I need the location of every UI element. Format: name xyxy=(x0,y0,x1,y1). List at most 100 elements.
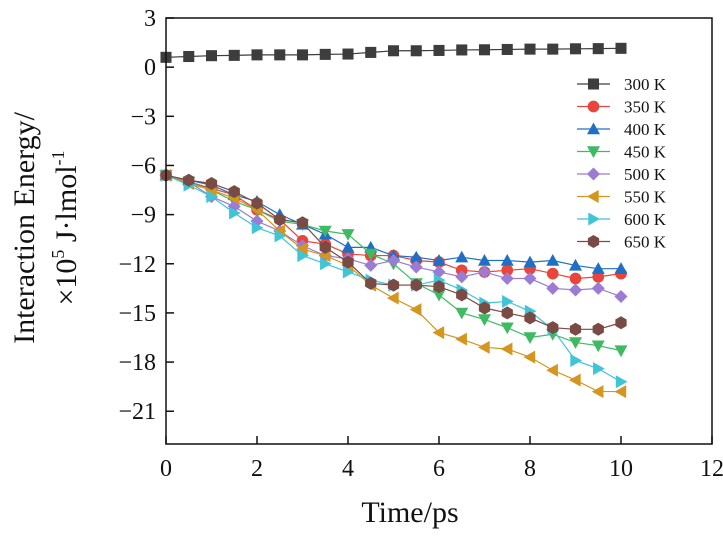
data-point xyxy=(569,337,582,349)
data-point xyxy=(569,283,582,297)
data-point xyxy=(251,221,264,235)
data-point xyxy=(615,42,627,54)
data-point xyxy=(456,288,468,302)
x-tick-label: 8 xyxy=(524,456,536,482)
data-point xyxy=(410,278,422,292)
data-point xyxy=(455,250,469,263)
data-point xyxy=(409,260,423,274)
data-point xyxy=(183,50,195,63)
series-300k xyxy=(160,42,627,63)
data-point xyxy=(296,216,309,230)
data-point xyxy=(365,276,377,290)
data-point xyxy=(364,248,378,261)
data-point xyxy=(547,43,559,55)
data-point xyxy=(500,342,513,356)
data-point xyxy=(433,280,445,294)
data-point xyxy=(455,332,467,346)
legend-label: 350 K xyxy=(624,98,667,117)
data-point xyxy=(410,45,422,57)
y-axis-label: Interaction Energy/ ×105 J·lmol-1 xyxy=(8,111,83,344)
data-point xyxy=(546,253,560,266)
ticks-layer: 0 2 4 6 8 10 12 3 0 −3 −6 −9 −12 −15 −18 −21 xyxy=(118,6,723,482)
x-tick-label: 6 xyxy=(433,456,445,482)
legend-marker xyxy=(587,235,600,248)
legend-entry: 550 K xyxy=(577,188,667,207)
data-point xyxy=(546,281,560,295)
data-point xyxy=(523,332,537,344)
legend-entry: 300 K xyxy=(577,75,667,94)
x-tick-label: 10 xyxy=(609,456,633,482)
y-tick-label: −6 xyxy=(130,153,156,179)
data-point xyxy=(615,375,628,389)
data-point xyxy=(502,294,514,308)
legend: 300 K 350 K 400 K 450 K 500 K 550 K 600 K 650 K xyxy=(577,75,667,252)
data-point xyxy=(614,345,628,358)
data-point xyxy=(478,265,491,279)
data-point xyxy=(342,48,354,60)
y-axis-label-unit: J·lmol xyxy=(50,165,83,249)
data-point xyxy=(251,49,263,61)
data-point xyxy=(365,46,377,58)
data-point xyxy=(319,240,331,254)
data-point xyxy=(228,49,240,61)
legend-entry: 400 K xyxy=(577,120,667,139)
data-point xyxy=(387,278,400,292)
legend-entry: 450 K xyxy=(577,143,667,162)
legend-marker xyxy=(587,167,600,181)
legend-label: 300 K xyxy=(624,75,667,94)
data-point xyxy=(274,49,286,61)
data-point xyxy=(387,253,400,267)
data-point xyxy=(569,373,581,387)
data-point xyxy=(433,44,445,56)
legend-marker xyxy=(588,212,600,226)
data-point xyxy=(569,43,582,55)
data-point xyxy=(409,250,423,263)
data-point xyxy=(274,229,287,243)
data-point xyxy=(432,253,446,266)
data-point xyxy=(591,262,605,274)
data-point xyxy=(593,362,605,376)
legend-label: 550 K xyxy=(624,188,667,207)
data-point xyxy=(296,49,309,61)
data-point xyxy=(342,255,354,269)
y-tick-label: 0 xyxy=(144,55,156,81)
legend-marker xyxy=(587,78,600,90)
data-point xyxy=(183,173,195,187)
y-axis-label-unit-exponent: -1 xyxy=(48,150,68,165)
data-point xyxy=(229,206,241,220)
data-point xyxy=(297,249,309,263)
data-point xyxy=(500,272,514,286)
data-point xyxy=(456,44,468,56)
data-point xyxy=(319,48,331,60)
legend-entry: 600 K xyxy=(577,210,667,229)
data-point xyxy=(569,272,582,285)
x-tick-label: 2 xyxy=(251,456,263,482)
y-axis-label-prefix: ×10 xyxy=(50,259,83,306)
data-point xyxy=(228,185,240,199)
data-point xyxy=(387,45,400,57)
x-tick-label: 12 xyxy=(700,456,723,482)
data-point xyxy=(455,264,468,277)
data-point xyxy=(387,291,399,305)
legend-marker xyxy=(587,190,599,203)
series-layer xyxy=(159,42,628,399)
data-point xyxy=(501,306,513,320)
data-point xyxy=(478,314,491,326)
legend-marker xyxy=(587,146,600,158)
legend-entry: 650 K xyxy=(577,233,667,252)
data-point xyxy=(591,385,604,399)
y-axis-label-line2: ×105 J·lmol-1 xyxy=(48,150,83,305)
y-axis-label-line1: Interaction Energy/ xyxy=(8,111,41,344)
x-tick-label: 0 xyxy=(160,456,172,482)
data-point xyxy=(341,240,355,253)
data-point xyxy=(614,385,627,399)
y-tick-label: −3 xyxy=(130,104,156,130)
data-point xyxy=(592,322,604,336)
data-point xyxy=(524,311,536,325)
y-tick-label: 3 xyxy=(144,6,156,32)
data-point xyxy=(478,301,491,315)
data-point xyxy=(569,322,582,336)
series-650k xyxy=(160,168,627,336)
data-point xyxy=(523,272,537,286)
